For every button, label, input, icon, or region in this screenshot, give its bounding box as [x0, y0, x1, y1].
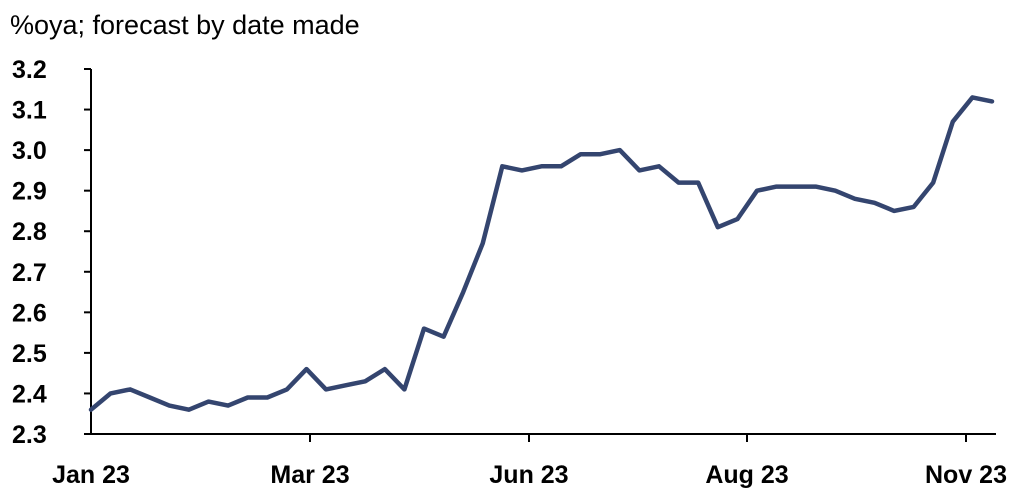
- y-tick-label: 2.7: [12, 259, 47, 287]
- series-group: [88, 95, 995, 412]
- y-tick-label: 3.0: [12, 137, 47, 165]
- chart-subtitle: %oya; forecast by date made: [10, 10, 360, 40]
- y-tick-label: 2.9: [12, 178, 47, 206]
- y-tick-label: 2.8: [12, 218, 47, 246]
- x-axis-ticks: Jan 23 Mar 23 Jun 23 Aug 23 Nov 23: [52, 434, 1007, 489]
- x-tick-label: Aug 23: [705, 461, 788, 489]
- x-tick-label: Mar 23: [270, 461, 349, 489]
- y-tick-label: 3.1: [12, 97, 47, 125]
- y-tick-label: 2.6: [12, 299, 47, 327]
- x-tick-label: Jan 23: [52, 461, 130, 489]
- x-tick-label: Nov 23: [925, 461, 1007, 489]
- y-tick-label: 2.3: [12, 421, 47, 449]
- series-line: [88, 95, 995, 412]
- y-tick-label: 2.4: [12, 380, 47, 408]
- y-tick-label: 2.5: [12, 340, 47, 368]
- y-axis-ticks: 2.3 2.4 2.5 2.6 2.7 2.8 2.9 3.0 3.1 3.2: [12, 56, 91, 449]
- y-tick-label: 3.2: [12, 56, 47, 84]
- x-tick-label: Jun 23: [489, 461, 568, 489]
